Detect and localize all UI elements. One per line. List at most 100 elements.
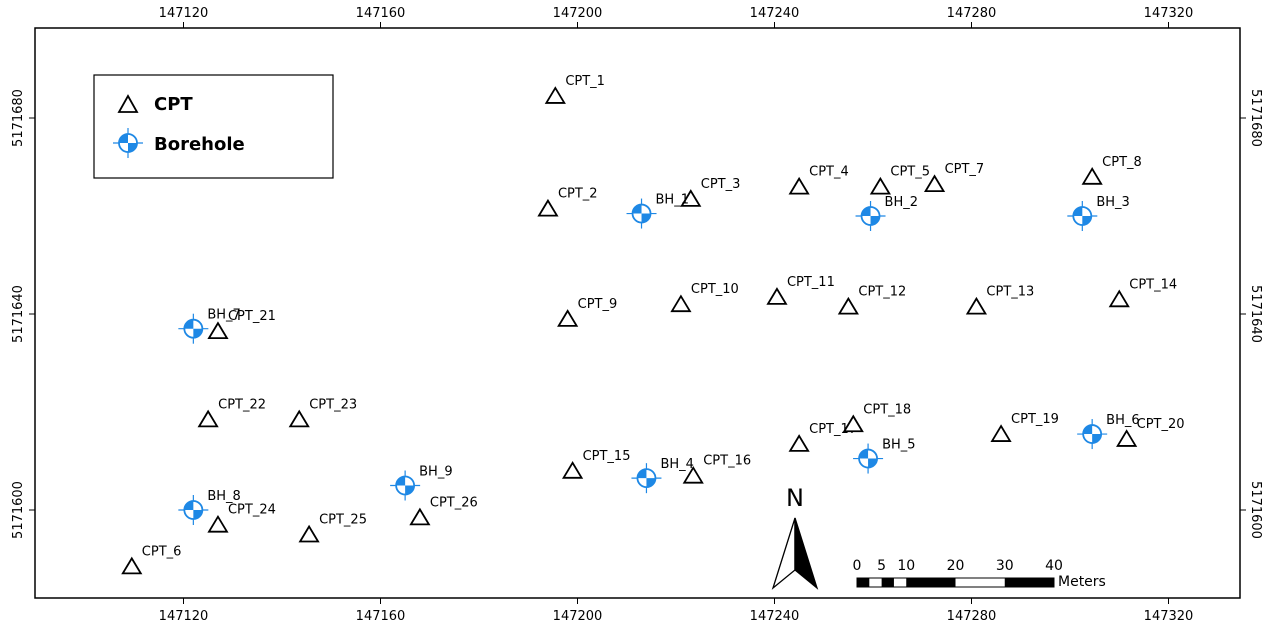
borehole-marker: BH_3 (1067, 195, 1130, 231)
borehole-label: BH_6 (1106, 413, 1139, 428)
triangle-icon (788, 176, 810, 195)
triangle-icon (842, 414, 864, 433)
cpt-label: CPT_20 (1137, 417, 1185, 432)
triangle-icon (121, 556, 143, 575)
x-tick-label: 147160 (356, 6, 406, 21)
cpt-label: CPT_15 (583, 449, 631, 464)
borehole-quadrant (1082, 216, 1092, 225)
scale-units: Meters (1058, 574, 1106, 590)
scale-bar-label: 20 (947, 558, 965, 574)
borehole-label: BH_4 (660, 457, 693, 472)
triangle-icon (537, 198, 559, 217)
scale-bar-segment (857, 578, 870, 587)
cpt-label: CPT_12 (858, 285, 906, 300)
cpt-marker: CPT_17 (788, 422, 857, 452)
x-tick-label: 147320 (1144, 609, 1194, 624)
cpt-marker: CPT_24 (207, 503, 276, 533)
borehole-icon (390, 470, 421, 501)
x-tick-label: 147200 (553, 609, 603, 624)
borehole-quadrant (646, 478, 656, 488)
cpt-marker: CPT_23 (288, 397, 357, 428)
cpt-marker: CPT_4 (788, 165, 849, 195)
cpt-marker: CPT_9 (557, 297, 618, 327)
cpt-label: CPT_13 (986, 285, 1034, 300)
triangle-icon (990, 424, 1012, 442)
scale-bar-label: 10 (897, 558, 915, 574)
cpt-marker: CPT_13 (965, 285, 1034, 315)
triangle-icon (965, 296, 988, 315)
borehole-marker: BH_7 (178, 308, 241, 344)
cpt-marker: CPT_6 (121, 544, 181, 575)
borehole-quadrant (193, 328, 203, 338)
borehole-layer: BH_1 BH_2 BH_3 BH_4 BH_5 BH_6 BH_7 BH_8 BH_9 (178, 193, 1140, 525)
cpt-marker: CPT_12 (837, 285, 906, 315)
y-tick-label: 5171680 (1248, 89, 1263, 147)
cpt-marker: CPT_2 (537, 187, 598, 217)
borehole-marker: BH_9 (390, 465, 453, 501)
x-tick-label: 147240 (750, 609, 800, 624)
borehole-quadrant (193, 510, 203, 519)
cpt-label: CPT_11 (787, 275, 835, 290)
triangle-icon (557, 309, 579, 327)
x-tick-label: 147280 (947, 6, 997, 21)
north-arrow-left-half (771, 517, 796, 590)
x-axis-top-ticks: 147120 147160 147200 147240 147280 147320 (159, 6, 1194, 28)
borehole-quadrant (637, 469, 647, 479)
cpt-label: CPT_17 (809, 422, 857, 437)
scale-bar-segments (857, 578, 1054, 587)
cpt-label: CPT_19 (1011, 412, 1059, 427)
cpt-label: CPT_21 (228, 309, 276, 324)
cpt-marker: CPT_15 (561, 449, 631, 479)
triangle-icon (561, 461, 584, 479)
scale-bar-segment (1004, 578, 1054, 587)
borehole-icon (178, 313, 209, 344)
north-arrow: N (771, 484, 819, 590)
borehole-quadrant (119, 134, 128, 143)
triangle-icon (788, 434, 810, 452)
cpt-label: CPT_23 (309, 397, 357, 412)
cpt-marker: CPT_14 (1108, 277, 1177, 308)
y-tick-label: 5171600 (11, 481, 26, 539)
triangle-icon (680, 189, 702, 207)
cpt-label: CPT_18 (863, 402, 911, 417)
x-tick-label: 147280 (947, 609, 997, 624)
cpt-label: CPT_9 (578, 297, 618, 312)
x-tick-label: 147200 (553, 6, 603, 21)
cpt-marker: CPT_26 (409, 495, 478, 526)
borehole-quadrant (184, 501, 194, 510)
triangle-icon (1108, 289, 1130, 308)
triangle-icon (544, 86, 566, 104)
map-frame (34, 27, 1241, 599)
borehole-icon (855, 201, 886, 231)
legend-box (93, 74, 334, 179)
legend-cpt-label: CPT (154, 94, 193, 115)
borehole-quadrant (1073, 207, 1083, 216)
triangle-icon (766, 287, 788, 305)
scale-bar-label: 0 (853, 558, 862, 574)
triangle-icon (117, 94, 139, 113)
x-tick-label: 147320 (1144, 6, 1194, 21)
y-axis-left-ticks: 5171680 5171640 5171600 (11, 89, 35, 539)
borehole-quadrant (184, 319, 194, 329)
borehole-marker: BH_2 (855, 195, 918, 231)
triangle-icon (1081, 167, 1103, 185)
borehole-quadrant (128, 143, 137, 152)
borehole-quadrant (1083, 425, 1093, 435)
cpt-label: CPT_8 (1102, 155, 1142, 170)
cpt-layer: CPT_1 CPT_2 CPT_3 CPT_4 CPT_5 CPT_6 CPT_7 CPT_8… (121, 74, 1185, 575)
triangle-icon (869, 176, 891, 195)
x-tick-label: 147120 (159, 6, 209, 21)
borehole-icon (626, 198, 657, 229)
triangle-icon (298, 524, 320, 543)
scale-bar: 0 5 10 20 30 40 Meters (853, 558, 1106, 590)
cpt-marker: CPT_5 (869, 165, 930, 195)
cpt-marker: CPT_1 (544, 74, 605, 104)
cpt-marker: CPT_10 (670, 282, 739, 313)
north-label: N (786, 484, 804, 512)
cpt-label: CPT_3 (701, 177, 741, 192)
borehole-quadrant (632, 204, 642, 214)
cpt-label: CPT_16 (703, 454, 751, 469)
triangle-icon (1116, 429, 1138, 447)
triangle-icon (288, 409, 310, 428)
